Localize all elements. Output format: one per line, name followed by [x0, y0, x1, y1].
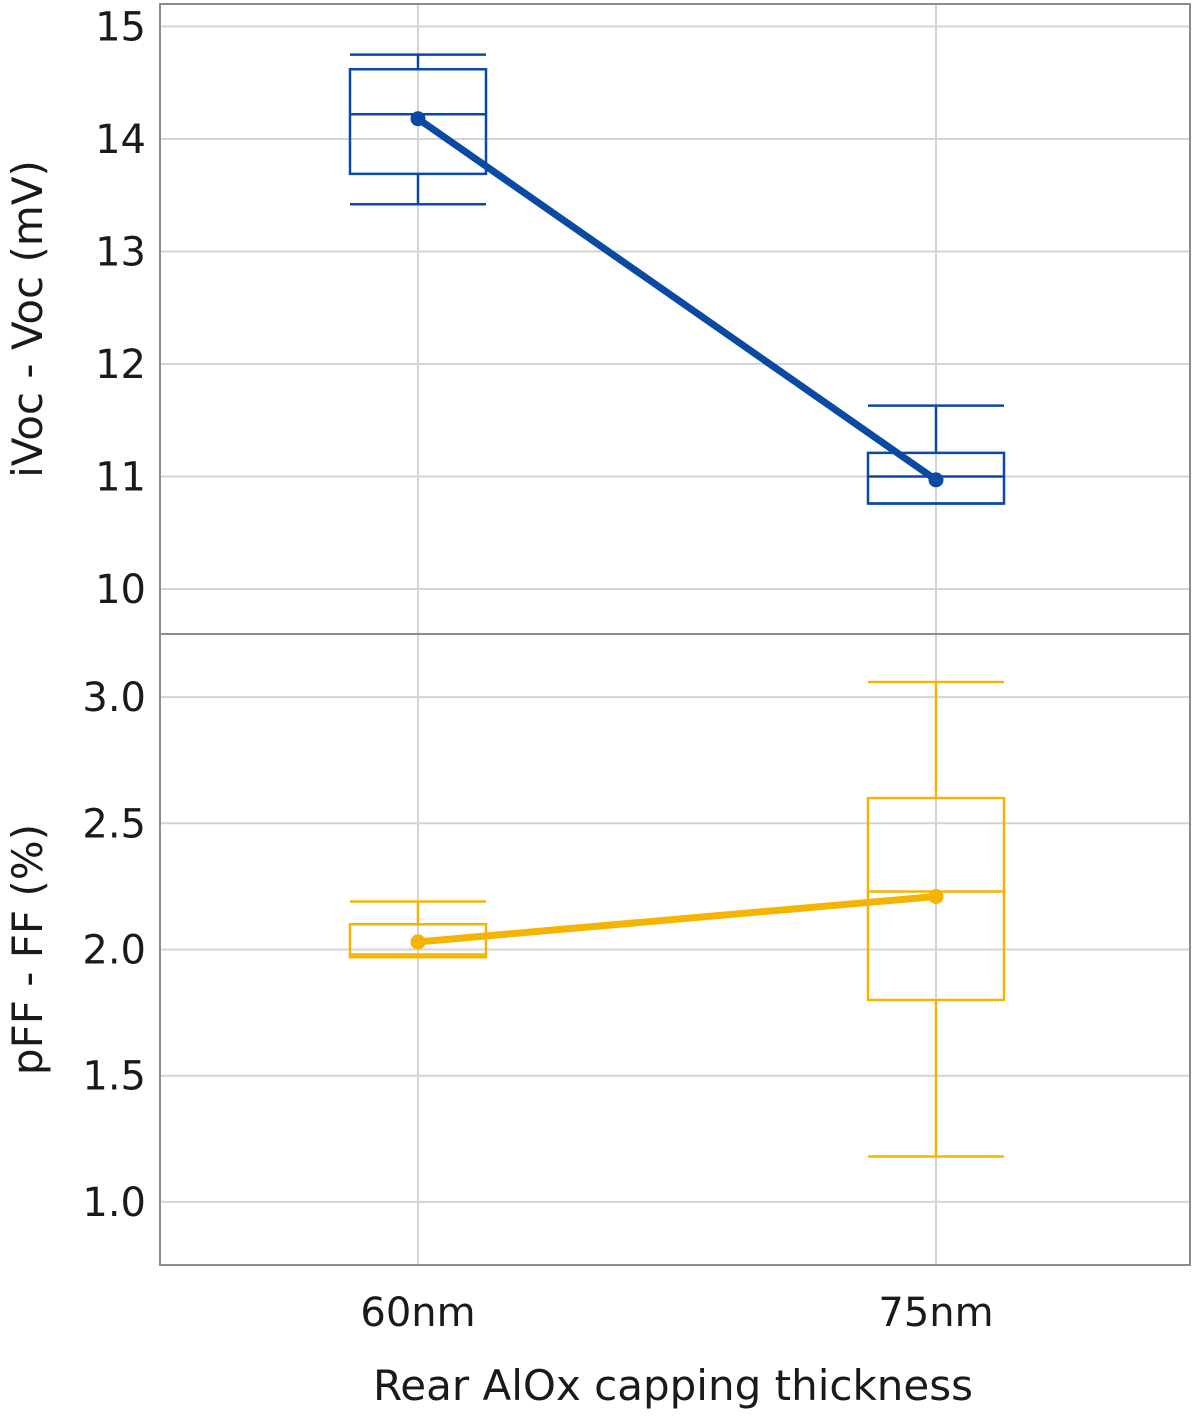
iqr-box	[348, 68, 488, 176]
voc-y-tick-label: 11	[95, 455, 146, 501]
ff-box-60nm	[348, 900, 488, 959]
voc-y-tick-label: 15	[95, 5, 146, 51]
voc-y-tick-label: 14	[95, 117, 146, 163]
iqr-box	[348, 923, 488, 959]
voc-y-axis-title: iVoc - Voc (mV)	[3, 160, 52, 478]
chart-panels: 10 11 12 13 14 15 iVoc - Voc (mV) 1.0 1.5 2.0 2.5 3…	[3, 3, 1191, 1266]
x-tick-label-60nm: 60nm	[360, 1290, 475, 1336]
voc-y-tick-label: 13	[95, 230, 146, 276]
voc-y-tick-label: 10	[95, 567, 146, 613]
x-tick-label-75nm: 75nm	[878, 1290, 993, 1336]
panel-voc: 10 11 12 13 14 15 iVoc - Voc (mV)	[3, 3, 1191, 635]
x-axis-title: Rear AlOx capping thickness	[373, 1361, 973, 1410]
ff-y-tick-label: 1.5	[82, 1054, 146, 1100]
voc-mean-point-75nm	[928, 472, 944, 488]
ff-y-tick-label: 3.0	[82, 675, 146, 721]
voc-y-tick-label: 12	[95, 342, 146, 388]
x-axis-tick-labels: 60nm 75nm	[360, 1290, 993, 1336]
ff-y-tick-label: 2.0	[82, 928, 146, 974]
voc-mean-point-60nm	[410, 111, 426, 127]
voc-box-75nm	[866, 404, 1006, 505]
ff-y-tick-label: 1.0	[82, 1180, 146, 1226]
ff-mean-point-60nm	[410, 934, 426, 950]
iqr-box	[866, 451, 1006, 505]
ff-mean-point-75nm	[928, 888, 944, 904]
ff-y-tick-label: 2.5	[82, 801, 146, 847]
panel-ff: 1.0 1.5 2.0 2.5 3.0 pFF - FF (%)	[3, 633, 1191, 1266]
voc-plot-frame	[159, 3, 1191, 635]
ff-y-axis-title: pFF - FF (%)	[3, 824, 52, 1075]
ff-mean-line	[414, 892, 940, 946]
ff-plot-frame	[159, 633, 1191, 1266]
voc-mean-line	[414, 115, 940, 484]
